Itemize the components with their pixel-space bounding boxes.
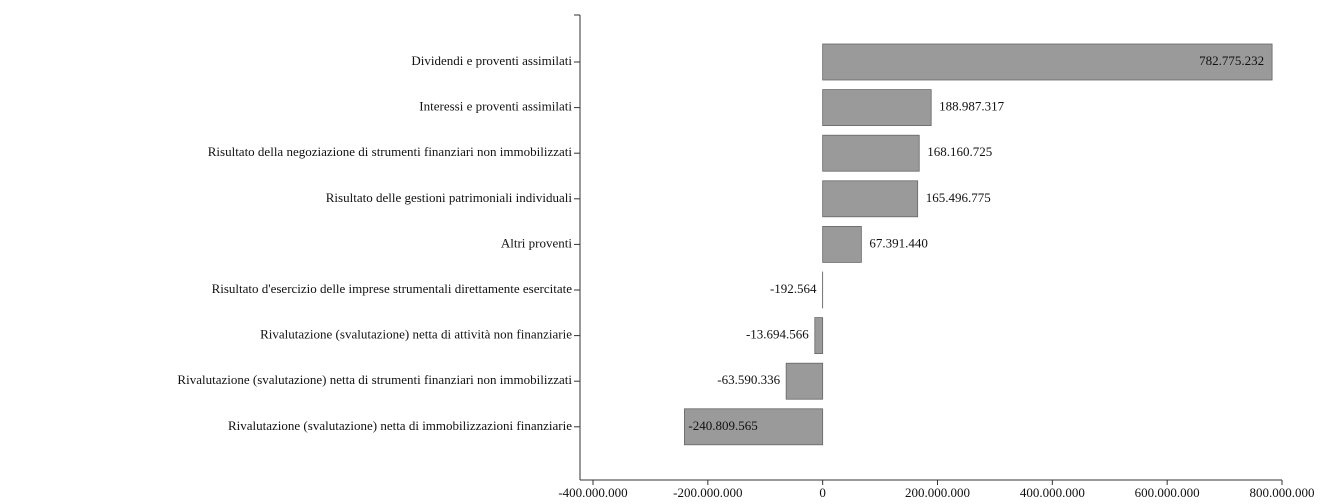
y-tick-label: Interessi e proventi assimilati bbox=[419, 99, 572, 114]
y-tick-label: Risultato d'esercizio delle imprese stru… bbox=[212, 281, 573, 296]
x-tick-label: 0 bbox=[819, 485, 826, 499]
y-tick-label: Dividendi e proventi assimilati bbox=[411, 53, 572, 68]
value-label: -192.564 bbox=[770, 281, 817, 296]
y-tick-label: Risultato delle gestioni patrimoniali in… bbox=[326, 190, 573, 205]
x-tick-label: 400.000.000 bbox=[1020, 485, 1085, 499]
bar bbox=[823, 226, 862, 262]
bar bbox=[786, 363, 823, 399]
y-tick-label: Rivalutazione (svalutazione) netta di at… bbox=[260, 327, 572, 342]
value-label: 67.391.440 bbox=[869, 235, 928, 250]
value-label: 188.987.317 bbox=[939, 99, 1005, 114]
y-tick-label: Risultato della negoziazione di strument… bbox=[208, 144, 573, 159]
x-tick-label: 800.000.000 bbox=[1250, 485, 1315, 499]
value-label: 165.496.775 bbox=[926, 190, 991, 205]
value-label: -240.809.565 bbox=[688, 418, 757, 433]
y-tick-label: Rivalutazione (svalutazione) netta di st… bbox=[177, 372, 572, 387]
value-label: 168.160.725 bbox=[927, 144, 992, 159]
bar bbox=[823, 90, 932, 126]
x-tick-label: 600.000.000 bbox=[1135, 485, 1200, 499]
value-label: 782.775.232 bbox=[1199, 53, 1264, 68]
x-tick-label: -200.000.000 bbox=[673, 485, 742, 499]
value-label: -13.694.566 bbox=[746, 327, 809, 342]
value-label: -63.590.336 bbox=[717, 372, 780, 387]
bar bbox=[815, 318, 823, 354]
bar bbox=[823, 181, 918, 217]
y-tick-label: Rivalutazione (svalutazione) netta di im… bbox=[228, 418, 572, 433]
bar bbox=[823, 135, 920, 171]
x-tick-label: 200.000.000 bbox=[905, 485, 970, 499]
y-tick-label: Altri proventi bbox=[501, 235, 573, 250]
x-tick-label: -400.000.000 bbox=[558, 485, 627, 499]
